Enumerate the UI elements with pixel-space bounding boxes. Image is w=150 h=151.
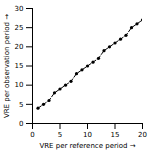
svg-text:20: 20	[15, 43, 24, 51]
svg-text:15: 15	[111, 131, 120, 139]
svg-text:0: 0	[30, 131, 34, 139]
svg-text:VRE per observation period →: VRE per observation period →	[3, 14, 11, 118]
svg-text:VRE per reference period →: VRE per reference period →	[39, 142, 135, 150]
svg-text:5: 5	[58, 131, 62, 139]
svg-text:0: 0	[19, 120, 23, 128]
svg-text:10: 10	[15, 81, 24, 89]
svg-text:5: 5	[19, 101, 23, 109]
svg-text:25: 25	[15, 24, 24, 32]
svg-text:15: 15	[15, 62, 24, 70]
svg-text:30: 30	[15, 5, 24, 13]
svg-text:20: 20	[138, 131, 147, 139]
svg-text:10: 10	[83, 131, 92, 139]
